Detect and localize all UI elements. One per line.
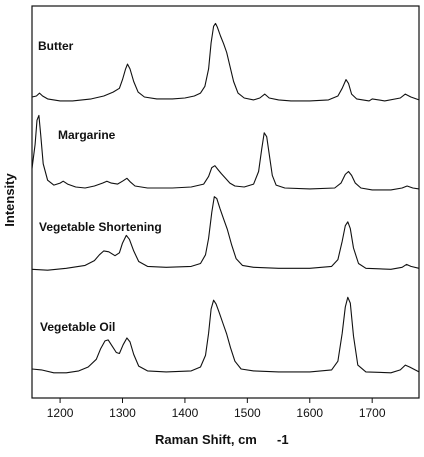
series-label-vegetable-shortening: Vegetable Shortening [39,220,162,234]
series-label-vegetable-oil: Vegetable Oil [40,320,115,334]
x-tick-label-1200: 1200 [47,406,74,420]
y-axis-title: Intensity [2,173,17,227]
series-line-vegetable-shortening [31,196,420,271]
x-tick-label-1500: 1500 [234,406,261,420]
x-axis-unit-superscript: -1 [277,432,289,447]
x-tick-label-1300: 1300 [109,406,136,420]
series-group [31,22,420,374]
series-label-butter: Butter [38,39,74,53]
plot-frame [31,5,420,399]
series-line-vegetable-oil [31,296,420,374]
series-label-group: Butter Margarine Vegetable Shortening Ve… [38,39,162,334]
x-tick-group: 1200 1300 1400 1500 1600 1700 [47,398,386,420]
series-label-margarine: Margarine [58,128,116,142]
x-tick-label-1400: 1400 [172,406,199,420]
series-line-margarine [31,114,420,191]
x-tick-label-1700: 1700 [359,406,386,420]
x-tick-label-1600: 1600 [296,406,323,420]
x-axis-title: Raman Shift, cm [155,432,257,447]
series-line-butter [31,22,420,102]
